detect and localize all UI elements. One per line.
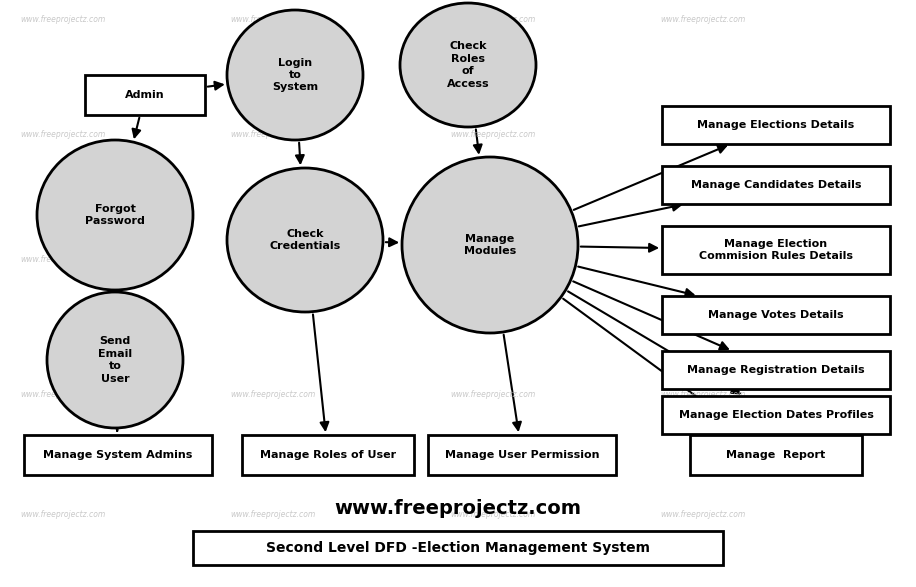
- Text: Second Level DFD -Election Management System: Second Level DFD -Election Management Sy…: [266, 541, 650, 555]
- Text: Check
Credentials: Check Credentials: [269, 229, 341, 251]
- Text: www.freeprojectz.com: www.freeprojectz.com: [20, 130, 105, 139]
- Text: Manage Registration Details: Manage Registration Details: [687, 365, 865, 375]
- Text: Manage Votes Details: Manage Votes Details: [708, 310, 844, 320]
- Text: www.freeprojectz.com: www.freeprojectz.com: [334, 498, 582, 518]
- Text: Manage
Modules: Manage Modules: [463, 234, 516, 256]
- Ellipse shape: [402, 157, 578, 333]
- Text: Manage Elections Details: Manage Elections Details: [697, 120, 855, 130]
- Bar: [24, 435, 212, 475]
- Text: www.freeprojectz.com: www.freeprojectz.com: [660, 255, 746, 264]
- Bar: [662, 296, 890, 334]
- Text: Check
Roles
of
Access: Check Roles of Access: [447, 42, 489, 89]
- Bar: [428, 435, 616, 475]
- Text: Manage  Report: Manage Report: [726, 450, 825, 460]
- Text: Manage User Permission: Manage User Permission: [445, 450, 599, 460]
- Ellipse shape: [400, 3, 536, 127]
- Text: www.freeprojectz.com: www.freeprojectz.com: [660, 130, 746, 139]
- Text: Send
Email
to
User: Send Email to User: [98, 336, 132, 383]
- Text: www.freeprojectz.com: www.freeprojectz.com: [20, 390, 105, 399]
- Text: Manage Candidates Details: Manage Candidates Details: [691, 180, 861, 190]
- Text: www.freeprojectz.com: www.freeprojectz.com: [450, 390, 535, 399]
- Bar: [662, 166, 890, 204]
- Text: www.freeprojectz.com: www.freeprojectz.com: [450, 130, 535, 139]
- Bar: [85, 75, 205, 115]
- Text: Manage Election
Commision Rules Details: Manage Election Commision Rules Details: [699, 239, 853, 261]
- Bar: [662, 396, 890, 434]
- Text: www.freeprojectz.com: www.freeprojectz.com: [450, 255, 535, 264]
- Text: Manage Election Dates Profiles: Manage Election Dates Profiles: [679, 410, 874, 420]
- Text: www.freeprojectz.com: www.freeprojectz.com: [20, 255, 105, 264]
- Text: www.freeprojectz.com: www.freeprojectz.com: [20, 510, 105, 519]
- Text: www.freeprojectz.com: www.freeprojectz.com: [20, 15, 105, 24]
- Bar: [662, 106, 890, 144]
- Text: www.freeprojectz.com: www.freeprojectz.com: [230, 15, 315, 24]
- Text: Manage System Admins: Manage System Admins: [43, 450, 192, 460]
- Text: www.freeprojectz.com: www.freeprojectz.com: [230, 390, 315, 399]
- Text: Forgot
Password: Forgot Password: [85, 204, 145, 226]
- Text: www.freeprojectz.com: www.freeprojectz.com: [450, 15, 535, 24]
- Bar: [193, 531, 723, 565]
- Text: www.freeprojectz.com: www.freeprojectz.com: [660, 510, 746, 519]
- Text: www.freeprojectz.com: www.freeprojectz.com: [230, 130, 315, 139]
- Text: www.freeprojectz.com: www.freeprojectz.com: [450, 510, 535, 519]
- Text: www.freeprojectz.com: www.freeprojectz.com: [660, 15, 746, 24]
- Ellipse shape: [227, 168, 383, 312]
- Text: Login
to
System: Login to System: [272, 58, 318, 92]
- Ellipse shape: [37, 140, 193, 290]
- Bar: [690, 435, 862, 475]
- Ellipse shape: [47, 292, 183, 428]
- Text: www.freeprojectz.com: www.freeprojectz.com: [660, 390, 746, 399]
- Ellipse shape: [227, 10, 363, 140]
- Text: www.freeprojectz.com: www.freeprojectz.com: [230, 255, 315, 264]
- Text: www.freeprojectz.com: www.freeprojectz.com: [230, 510, 315, 519]
- Bar: [242, 435, 414, 475]
- Text: Admin: Admin: [125, 90, 165, 100]
- Bar: [662, 351, 890, 389]
- Bar: [662, 226, 890, 274]
- Text: Manage Roles of User: Manage Roles of User: [260, 450, 396, 460]
